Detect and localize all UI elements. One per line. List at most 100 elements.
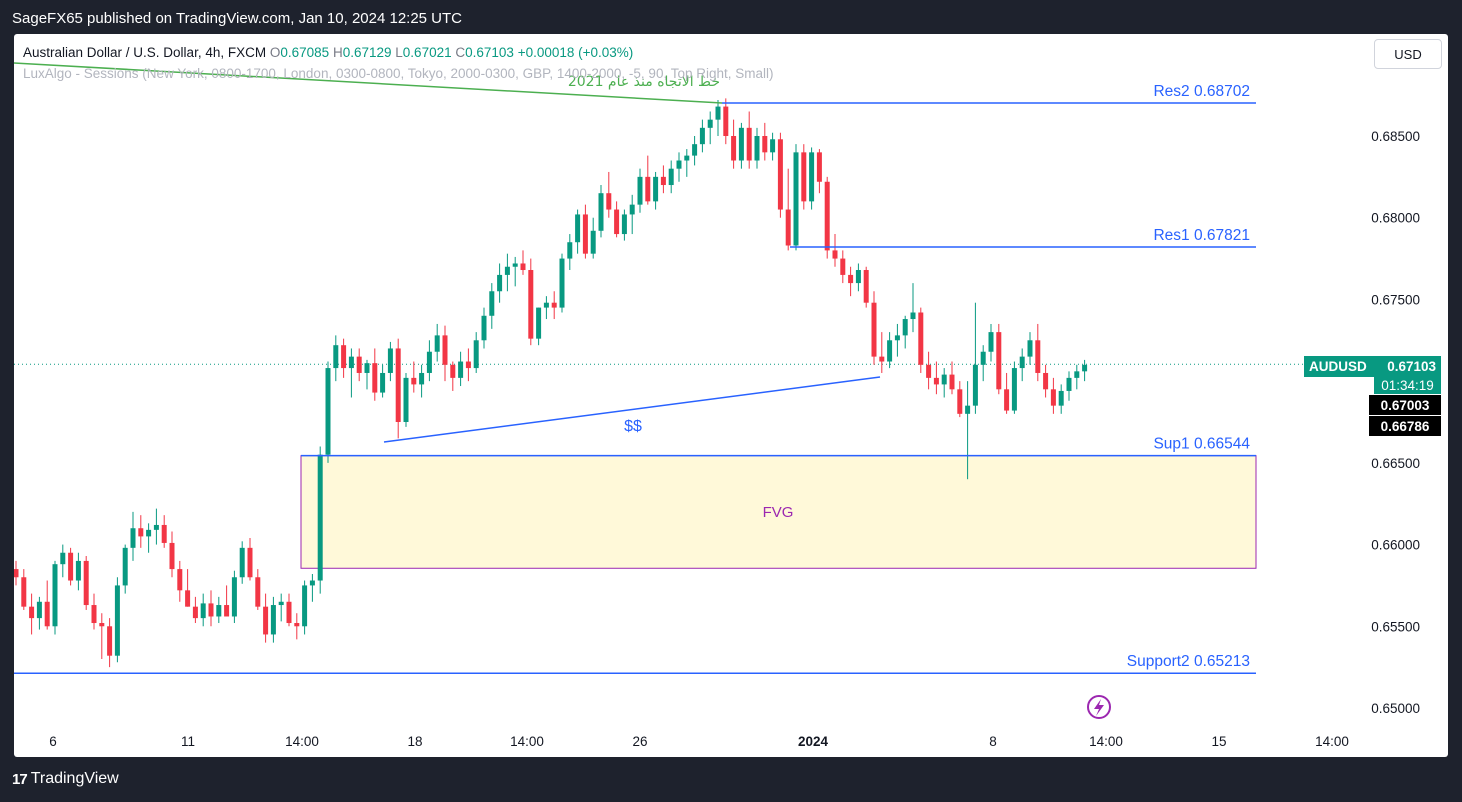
candle-body <box>910 312 916 320</box>
candle-body <box>575 214 581 243</box>
candle-body <box>863 270 869 303</box>
candle-body <box>481 315 487 341</box>
candle-body <box>224 605 230 617</box>
x-tick-label: 14:00 <box>510 734 544 749</box>
candle-body <box>902 319 908 336</box>
candle-body <box>130 528 136 548</box>
x-tick-label: 18 <box>407 734 422 749</box>
candle-body <box>83 560 89 606</box>
change-value: +0.00018 (+0.03%) <box>517 45 634 60</box>
lightning-icon <box>1087 695 1111 719</box>
symbol-name[interactable]: Australian Dollar / U.S. Dollar, 4h, FXC… <box>23 45 267 60</box>
candle-body <box>777 139 783 210</box>
candle-body <box>387 348 393 373</box>
candle-body <box>239 547 245 578</box>
y-tick-label: 0.68500 <box>1371 129 1420 144</box>
candle-body <box>450 364 456 378</box>
candle-body <box>216 605 222 617</box>
currency-button[interactable]: USD <box>1374 39 1442 69</box>
candle-body <box>684 155 690 161</box>
candle-body <box>1004 389 1010 411</box>
candle-body <box>707 119 713 128</box>
candle-body <box>114 585 120 656</box>
candle-body <box>426 351 432 373</box>
x-tick-label: 8 <box>989 734 997 749</box>
indicator-legend[interactable]: LuxAlgo - Sessions (New York, 0800-1700,… <box>23 66 774 81</box>
candle-body <box>1019 356 1025 369</box>
candle-body <box>645 176 651 202</box>
candle-body <box>302 585 308 627</box>
candle-body <box>933 377 939 385</box>
candle-body <box>785 209 791 246</box>
y-tick-label: 0.68000 <box>1371 211 1420 226</box>
candle-body <box>754 136 760 161</box>
current-symbol: AUDUSD <box>1309 359 1367 374</box>
candle-body <box>1074 371 1080 378</box>
x-tick-label: 14:00 <box>1315 734 1349 749</box>
candle-body <box>192 606 198 619</box>
candle-body <box>419 372 425 385</box>
candle-body <box>52 564 58 627</box>
candle-body <box>247 547 253 578</box>
res1-label: Res1 0.67821 <box>1153 227 1250 244</box>
candle-body <box>107 626 113 656</box>
low-value: 0.67021 <box>402 45 452 60</box>
candle-body <box>809 152 815 202</box>
candle-body <box>161 524 167 543</box>
tradingview-logo-icon[interactable]: 17 <box>12 770 28 788</box>
candle-body <box>793 152 799 246</box>
publish-info: SageFX65 published on TradingView.com, J… <box>12 10 463 27</box>
candle-body <box>676 160 682 169</box>
candle-body <box>372 363 378 393</box>
candlestick-chart[interactable]: FVG Res2 0.68702 Res1 0.67821 Sup1 0.66544 S… <box>14 34 1448 757</box>
candle-body <box>1058 390 1064 406</box>
liquidity-line <box>383 376 881 443</box>
candle-body <box>567 242 573 259</box>
chart-panel[interactable]: FVG Res2 0.68702 Res1 0.67821 Sup1 0.66544 S… <box>14 34 1448 757</box>
candle-body <box>692 144 698 156</box>
candle-body <box>699 127 705 145</box>
candle-body <box>840 258 846 275</box>
candle-body <box>99 623 105 627</box>
candle-body <box>458 361 464 378</box>
candle-body <box>543 302 549 308</box>
candle-body <box>1050 389 1056 406</box>
candle-body <box>29 606 35 619</box>
y-tick-label: 0.66000 <box>1371 538 1420 553</box>
y-tick-label: 0.65500 <box>1371 619 1420 634</box>
candle-body <box>14 569 19 578</box>
candle-body <box>278 601 284 606</box>
price-marker-1: 0.67003 <box>1369 395 1441 415</box>
candle-body <box>606 193 612 210</box>
x-tick-label: 11 <box>181 734 195 749</box>
candle-body <box>770 139 776 153</box>
candle-body <box>200 603 206 619</box>
candle-body <box>380 372 386 393</box>
candle-body <box>559 258 565 308</box>
candle-body <box>816 152 822 182</box>
lightning-bolt-icon <box>1094 699 1104 716</box>
candle-body <box>582 214 588 254</box>
trend-line-label: خط الاتجاه منذ عام 2021 <box>568 74 720 90</box>
candle-body <box>146 529 152 537</box>
low-label: L <box>395 45 403 60</box>
candle-body <box>980 351 986 365</box>
candle-body <box>348 356 354 369</box>
candle-body <box>520 263 526 271</box>
trend-line <box>14 62 723 104</box>
candle-body <box>341 345 347 369</box>
candle-body <box>270 605 276 635</box>
candle-body <box>848 274 854 284</box>
footer-brand[interactable]: TradingView <box>30 770 119 787</box>
candle-body <box>1082 364 1088 372</box>
x-tick-label: 6 <box>49 734 57 749</box>
candle-body <box>614 209 620 235</box>
candle-body <box>536 307 542 339</box>
candle-body <box>637 176 643 205</box>
high-value: 0.67129 <box>342 45 392 60</box>
candle-body <box>21 577 27 607</box>
candle-body <box>255 577 261 607</box>
candle-body <box>497 274 503 292</box>
candle-body <box>1066 377 1072 391</box>
candle-body <box>403 377 409 422</box>
